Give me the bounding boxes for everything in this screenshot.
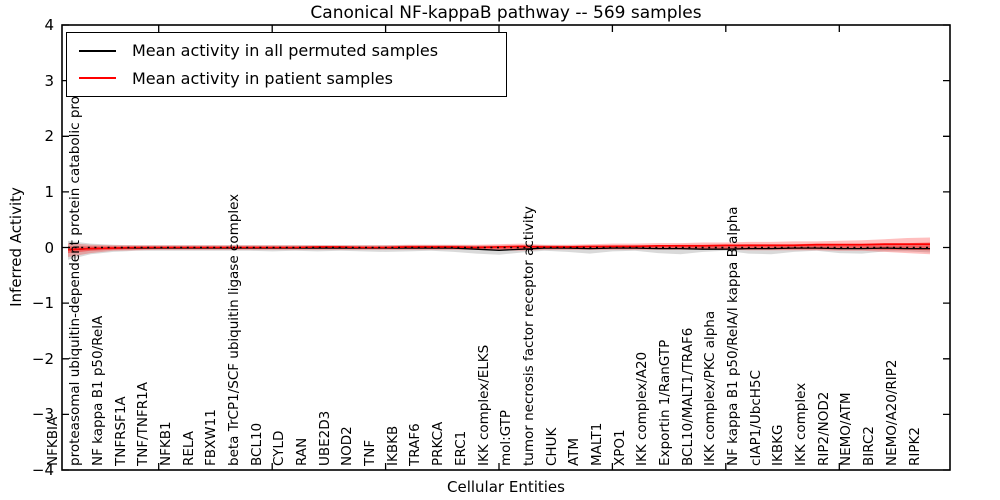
x-tick-label: TNF [362, 439, 379, 466]
x-tick-label: IKK complex/A20 [634, 351, 651, 466]
x-tick-label: BCL10/MALT1/TRAF6 [679, 327, 696, 466]
y-tick-label: −2 [31, 349, 54, 368]
y-axis-title: Inferred Activity [7, 187, 25, 307]
y-tick-label: −3 [31, 405, 54, 424]
x-tick-label: TRAF6 [407, 423, 424, 466]
x-tick-label: ERC1 [452, 430, 469, 466]
y-tick-label: 2 [44, 127, 54, 146]
y-tick-label: 0 [44, 238, 54, 257]
legend-item-patient: Mean activity in patient samples [79, 69, 506, 88]
axis-ticks [62, 24, 950, 471]
x-tick-label: beta TrCP1/SCF ubiquitin ligase complex [225, 193, 242, 466]
x-axis-title: Cellular Entities [447, 478, 565, 496]
x-tick-label: PRKCA [430, 421, 447, 466]
legend: Mean activity in all permuted samples Me… [66, 32, 507, 97]
x-tick-label: NEMO/A20/RIP2 [883, 359, 900, 466]
x-tick-label: NFKB1 [157, 421, 174, 466]
x-tick-label: mol:GTP [498, 409, 515, 466]
legend-label: Mean activity in patient samples [132, 68, 393, 88]
patient-line-sample-icon [79, 77, 116, 80]
x-tick-label: NEMO/ATM [838, 392, 855, 466]
x-tick-label: RELA [180, 431, 197, 466]
x-tick-label: TNFRSF1A [112, 396, 129, 466]
legend-item-permuted: Mean activity in all permuted samples [79, 41, 506, 60]
x-tick-label: IKK complex [793, 382, 810, 466]
y-tick-label: 3 [44, 71, 54, 90]
x-tick-label: BIRC2 [861, 426, 878, 466]
x-tick-label: proteasomal ubiquitin-dependent protein … [67, 66, 84, 466]
x-tick-label: XPO1 [611, 429, 628, 466]
x-tick-label: IKK complex/PKC alpha [702, 310, 719, 466]
y-tick-label: −4 [31, 461, 54, 479]
legend-label: Mean activity in all permuted samples [132, 41, 439, 61]
x-tick-label: NOD2 [339, 426, 356, 466]
x-tick-label: RAN [294, 437, 311, 466]
x-tick-label: CHUK [543, 427, 560, 466]
x-tick-label: IKBKG [770, 424, 787, 466]
y-tick-label: 1 [44, 182, 54, 201]
x-tick-label: RIPK2 [906, 427, 923, 466]
patient-mean-line [67, 243, 930, 251]
chart-title: Canonical NF-kappaB pathway -- 569 sampl… [310, 3, 702, 23]
x-tick-label: RIP2/NOD2 [815, 391, 832, 466]
x-tick-label: IKBKB [384, 425, 401, 466]
x-tick-label: tumor necrosis factor receptor activity [520, 206, 537, 466]
x-tick-label: TNF/TNFR1A [135, 382, 152, 466]
y-tick-label: −1 [31, 294, 54, 313]
x-tick-label: IKK complex/ELKS [475, 344, 492, 466]
permuted-line-sample-icon [79, 49, 116, 52]
x-tick-label: NF kappa B1 p50/RelA [89, 315, 106, 466]
x-tick-label: ATM [566, 437, 583, 466]
x-tick-label: NF kappa B1 p50/RelA/I kappa B alpha [725, 206, 742, 466]
x-tick-label: UBE2D3 [316, 410, 333, 466]
x-tick-label: cIAP1/UbcH5C [747, 370, 764, 466]
x-tick-label: MALT1 [588, 422, 605, 466]
x-tick-label: FBXW11 [203, 409, 220, 466]
y-tick-label: 4 [44, 16, 54, 34]
x-tick-label: Exportin 1/RanGTP [656, 339, 673, 466]
x-tick-label: NFKBIA [44, 416, 61, 466]
x-tick-label: CYLD [271, 430, 288, 466]
x-tick-label: BCL10 [248, 422, 265, 466]
